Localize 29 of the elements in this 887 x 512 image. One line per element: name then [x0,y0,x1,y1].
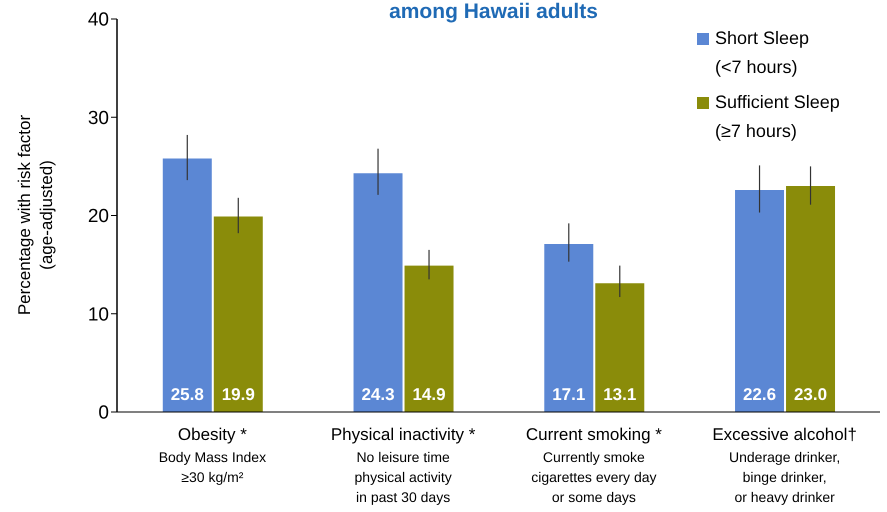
data-label: 24.3 [361,385,395,404]
bar [735,190,784,412]
x-tick-label: Current smoking * Currently smoke cigarettes every day or some days [526,425,662,505]
y-tick-label: 40 [88,10,109,31]
bar [354,173,403,412]
bar [595,283,644,412]
bar [544,244,594,412]
legend-label: Sufficient Sleep (≥7 hours) [715,91,841,143]
x-tick-label: Physical inactivity * No leisure time physical activity in past 30 days [330,425,476,505]
y-tick-label: 10 [88,304,109,326]
data-label: 14.9 [412,385,446,404]
data-label: 13.1 [603,385,636,404]
bar [162,158,212,412]
data-label: 22.6 [742,385,776,404]
legend-label: Short Sleep (<7 hours) [715,27,810,79]
y-tick-label: 0 [98,402,109,424]
y-axis-title: Percentage with risk factor (age-adjusted) [15,114,56,316]
bar [214,216,263,412]
x-tick-label: Excessive alcohol† Underage drinker, binge drinker, or heavy drinker [712,425,857,505]
y-tick-label: 30 [88,108,109,129]
data-label: 23.0 [794,385,828,404]
data-label: 17.1 [552,385,586,404]
y-tick-label: 20 [88,206,109,228]
bar [404,266,454,412]
data-label: 19.9 [222,385,255,404]
chart-title: among Hawaii adults [389,0,598,23]
data-label: 25.8 [170,385,204,404]
x-tick-label: Obesity * Body Mass Index ≥30 kg/m² [158,425,266,485]
bar [786,186,836,412]
